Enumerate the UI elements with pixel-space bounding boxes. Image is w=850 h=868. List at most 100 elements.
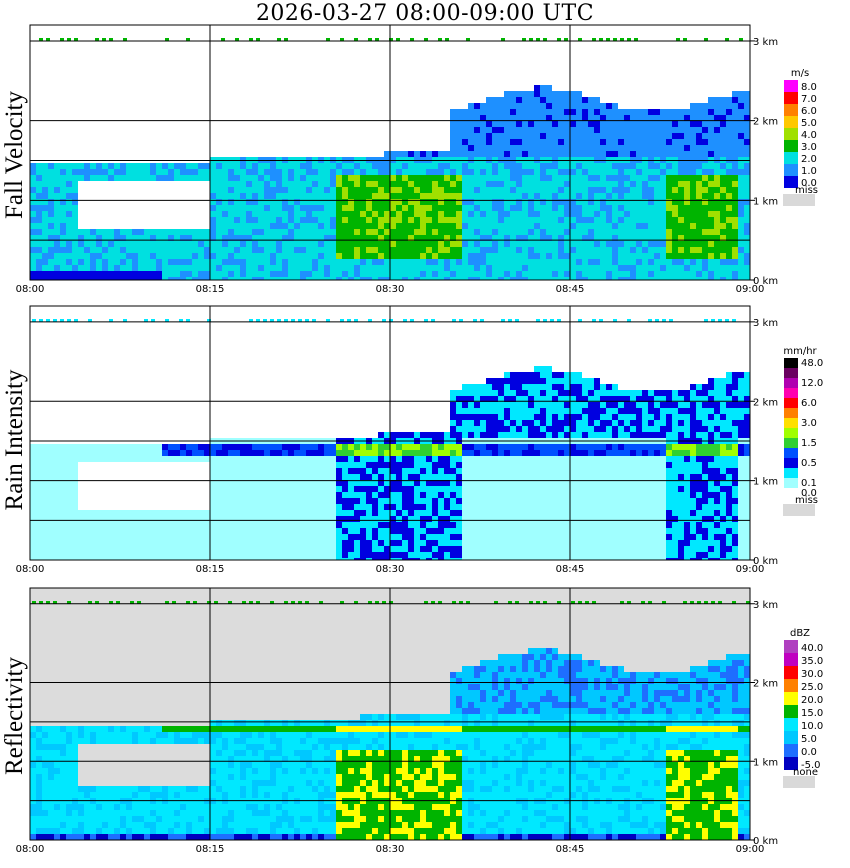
heatmap-cell: [66, 277, 72, 280]
heatmap-cell: [696, 187, 702, 193]
heatmap-cell: [192, 516, 198, 522]
heatmap-cell: [510, 169, 516, 175]
heatmap-cell: [210, 510, 216, 516]
heatmap-cell: [60, 522, 66, 528]
heatmap-cell: [252, 181, 258, 187]
heatmap-cell: [462, 522, 468, 528]
heatmap-cell: [678, 127, 684, 133]
heatmap-cell: [300, 217, 306, 223]
heatmap-cell: [468, 522, 474, 528]
heatmap-cell: [162, 175, 168, 181]
heatmap-cell: [342, 498, 348, 504]
heatmap-cell: [402, 462, 408, 468]
heatmap-cell: [564, 420, 570, 426]
heatmap-cell: [288, 522, 294, 528]
heatmap-cell: [276, 229, 282, 235]
heatmap-cell: [336, 450, 342, 456]
heatmap-cell: [162, 259, 168, 265]
heatmap-cell: [492, 259, 498, 265]
heatmap-cell: [186, 516, 192, 522]
heatmap-cell: [84, 444, 90, 450]
heatmap-cell: [582, 534, 588, 540]
heatmap-cell: [306, 462, 312, 468]
heatmap-cell: [660, 169, 666, 175]
heatmap-cell: [300, 480, 306, 486]
heatmap-cell: [348, 492, 354, 498]
heatmap-cell: [450, 253, 456, 259]
heatmap-cell: [204, 271, 210, 277]
heatmap-cell: [180, 444, 186, 450]
heatmap-cell: [648, 127, 654, 133]
heatmap-cell: [672, 271, 678, 277]
heatmap-cell: [654, 145, 660, 151]
heatmap-cell: [534, 408, 540, 414]
heatmap-cell: [450, 468, 456, 474]
heatmap-cell: [180, 247, 186, 253]
heatmap-cell: [348, 528, 354, 534]
heatmap-cell: [498, 175, 504, 181]
heatmap-cell: [438, 450, 444, 456]
heatmap-cell: [372, 516, 378, 522]
heatmap-cell: [690, 121, 696, 127]
heatmap-cell: [630, 127, 636, 133]
heatmap-cell: [438, 265, 444, 271]
heatmap-cell: [444, 247, 450, 253]
heatmap-cell: [564, 97, 570, 103]
heatmap-cell: [366, 163, 372, 169]
heatmap-cell: [276, 486, 282, 492]
heatmap-cell: [528, 247, 534, 253]
heatmap-cell: [600, 163, 606, 169]
heatmap-cell: [702, 277, 708, 280]
heatmap-cell: [558, 145, 564, 151]
heatmap-cell: [342, 516, 348, 522]
heatmap-cell: [516, 259, 522, 265]
heatmap-cell: [84, 534, 90, 540]
heatmap-cell: [468, 390, 474, 396]
heatmap-cell: [210, 277, 216, 280]
heatmap-cell: [378, 265, 384, 271]
heatmap-cell: [228, 456, 234, 462]
heatmap-cell: [264, 552, 270, 558]
heatmap-cell: [372, 456, 378, 462]
heatmap-cell: [648, 235, 654, 241]
heatmap-cell: [336, 235, 342, 241]
heatmap-cell: [690, 139, 696, 145]
heatmap-cell: [558, 492, 564, 498]
heatmap-cell: [360, 205, 366, 211]
heatmap-cell: [660, 271, 666, 277]
heatmap-cell: [366, 504, 372, 510]
heatmap-cell: [588, 534, 594, 540]
heatmap-cell: [660, 109, 666, 115]
heatmap-cell: [546, 408, 552, 414]
heatmap-cell: [294, 265, 300, 271]
heatmap-cell: [582, 97, 588, 103]
heatmap-cell: [342, 486, 348, 492]
heatmap-cell: [378, 175, 384, 181]
heatmap-cell: [468, 450, 474, 456]
heatmap-cell: [90, 277, 96, 280]
heatmap-cell: [276, 181, 282, 187]
heatmap-cell: [348, 462, 354, 468]
heatmap-cell: [570, 486, 576, 492]
heatmap-cell: [510, 474, 516, 480]
heatmap-cell: [54, 247, 60, 253]
heatmap-cell: [462, 163, 468, 169]
heatmap-cell: [210, 558, 216, 560]
heatmap-cell: [504, 181, 510, 187]
heatmap-cell: [402, 181, 408, 187]
heatmap-cell: [204, 450, 210, 456]
heatmap-cell: [264, 205, 270, 211]
heatmap-cell: [480, 432, 486, 438]
heatmap-cell: [426, 540, 432, 546]
heatmap-cell: [354, 528, 360, 534]
heatmap-cell: [366, 492, 372, 498]
heatmap-cell: [264, 528, 270, 534]
heatmap-cell: [336, 181, 342, 187]
heatmap-cell: [660, 163, 666, 169]
heatmap-cell: [102, 444, 108, 450]
heatmap-cell: [294, 199, 300, 205]
heatmap-cell: [144, 516, 150, 522]
heatmap-cell: [258, 187, 264, 193]
heatmap-cell: [588, 163, 594, 169]
heatmap-cell: [366, 205, 372, 211]
